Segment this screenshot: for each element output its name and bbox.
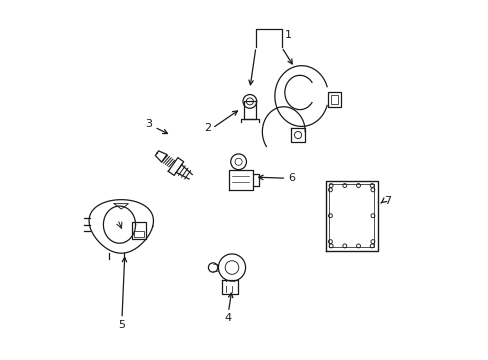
- Text: 1: 1: [284, 30, 291, 40]
- Bar: [132, 222, 146, 239]
- Text: 3: 3: [145, 118, 152, 129]
- Bar: [134, 231, 144, 237]
- Bar: [331, 95, 337, 104]
- Text: 7: 7: [384, 197, 391, 206]
- Text: 6: 6: [287, 173, 295, 183]
- Text: 4: 4: [224, 312, 231, 323]
- Text: 5: 5: [118, 320, 124, 330]
- Bar: [328, 92, 340, 108]
- Text: 2: 2: [204, 123, 211, 133]
